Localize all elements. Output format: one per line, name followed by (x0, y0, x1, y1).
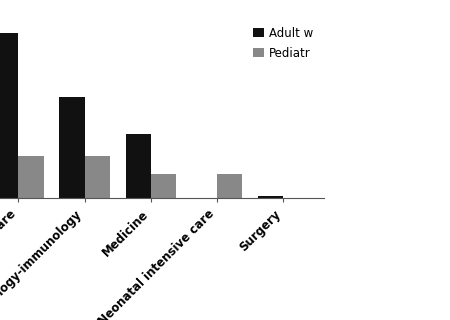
Bar (126, 134, 151, 198)
Bar (59, 97, 85, 198)
Bar (0, 33, 18, 198)
Bar (217, 174, 242, 198)
Bar (151, 174, 176, 198)
Legend: Adult w, Pediatr: Adult w, Pediatr (248, 22, 318, 64)
Bar (18, 156, 44, 198)
Bar (258, 196, 283, 198)
Bar (85, 156, 110, 198)
